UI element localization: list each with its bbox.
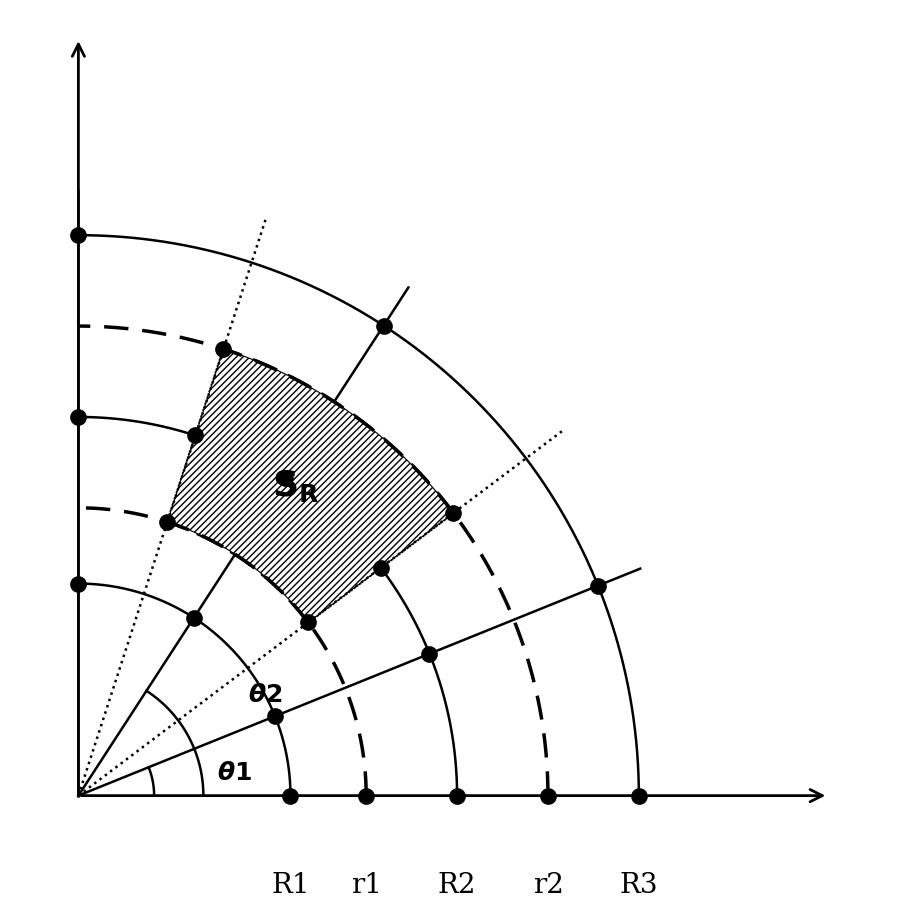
Text: R1: R1: [271, 871, 310, 898]
Text: $\mathbf{S_R}$: $\mathbf{S_R}$: [271, 468, 319, 504]
Text: R3: R3: [619, 871, 658, 898]
Text: $\boldsymbol{\theta}$$\mathbf{1}$: $\boldsymbol{\theta}$$\mathbf{1}$: [217, 761, 252, 785]
Text: $\boldsymbol{\theta}$$\mathbf{2}$: $\boldsymbol{\theta}$$\mathbf{2}$: [248, 683, 282, 706]
Polygon shape: [167, 349, 453, 623]
Text: r2: r2: [532, 871, 564, 898]
Text: R2: R2: [438, 871, 476, 898]
Text: r1: r1: [351, 871, 382, 898]
